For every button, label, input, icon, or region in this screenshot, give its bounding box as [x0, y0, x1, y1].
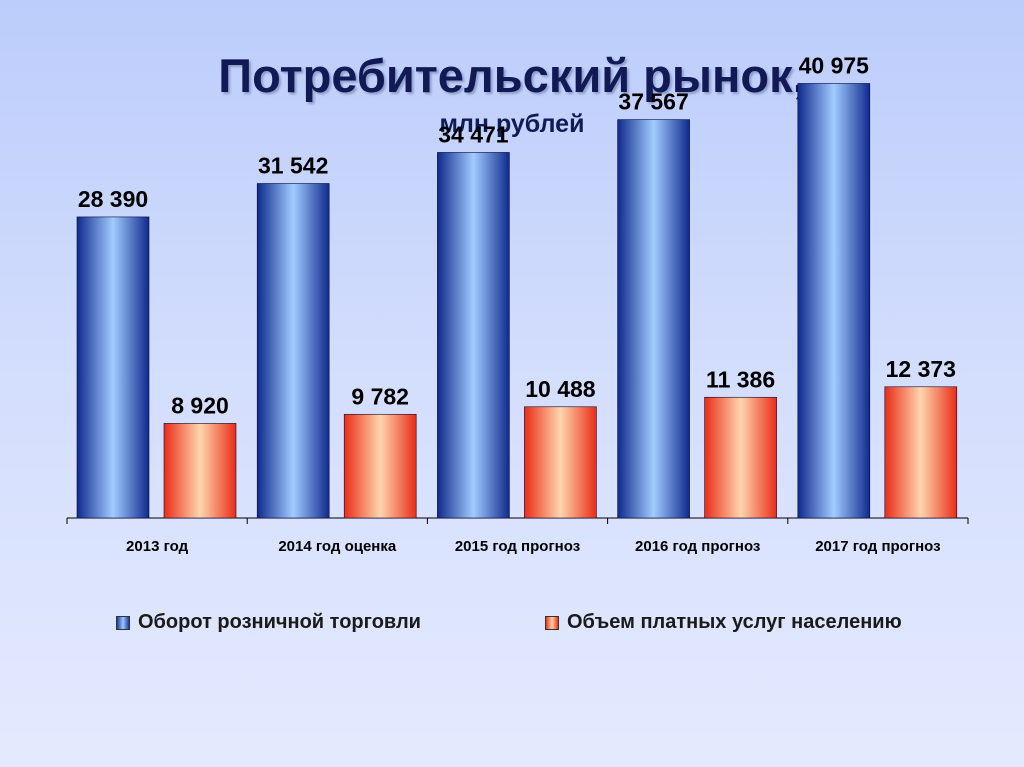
category-label: 2013 год [126, 538, 189, 555]
bar-services [163, 423, 237, 519]
bar-services [524, 406, 597, 519]
data-label-retail: 28 390 [78, 186, 148, 212]
chart-subtitle: млн рублей [439, 110, 585, 138]
data-label-services: 8 920 [171, 392, 229, 418]
legend-swatch-red-icon [545, 615, 559, 630]
legend-label-services: Объем платных услуг населению [567, 611, 902, 633]
bar-services [704, 396, 777, 519]
data-label-services: 9 782 [351, 383, 409, 409]
category-label: 2017 год прогноз [815, 538, 940, 555]
legend-swatch-blue-icon [116, 615, 130, 630]
category-label: 2016 год прогноз [635, 538, 760, 555]
data-label-services: 11 386 [706, 366, 775, 392]
data-label-services: 10 488 [525, 376, 596, 402]
legend: Оборот розничной торговли Объем платных … [0, 611, 1024, 641]
bar-retail [76, 216, 150, 519]
bar-chart: 28 390 8 920 2013 год 31 542 9 782 2014 год о… [66, 52, 969, 555]
data-label-services: 12 373 [886, 356, 956, 382]
chart-title: Потребительский рынок, [218, 49, 806, 102]
data-label-retail: 37 567 [618, 89, 688, 115]
data-label-retail: 34 471 [438, 121, 509, 147]
bar-services [884, 386, 958, 519]
category-label: 2015 год прогноз [455, 538, 580, 555]
data-label-retail: 40 975 [799, 52, 870, 78]
legend-item-services: Объем платных услуг населению [545, 611, 902, 634]
bar-retail [256, 183, 330, 519]
bar-retail [617, 119, 690, 519]
legend-label-retail: Оборот розничной торговли [138, 611, 421, 633]
data-label-retail: 31 542 [258, 153, 328, 179]
bar-retail [437, 152, 510, 519]
bar-services [343, 413, 417, 519]
legend-item-retail: Оборот розничной торговли [116, 611, 421, 634]
category-label: 2014 год оценка [278, 538, 397, 555]
bar-retail [797, 83, 871, 519]
